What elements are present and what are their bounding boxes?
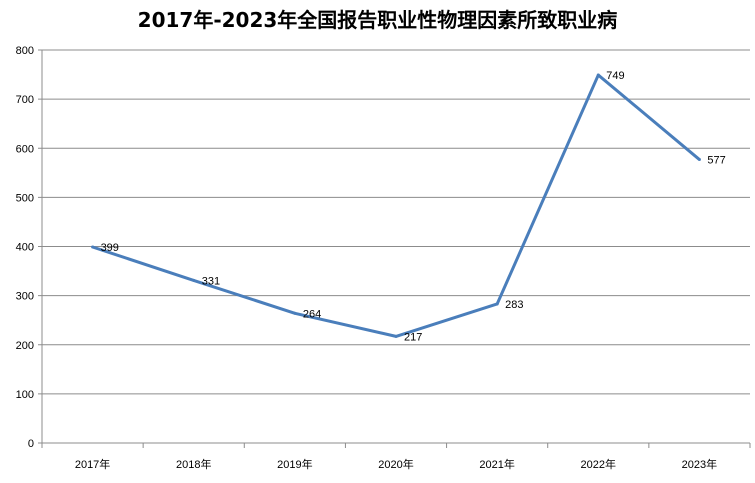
gridlines (42, 49, 750, 395)
data-label: 331 (202, 275, 220, 287)
y-tick-label: 100 (16, 389, 34, 401)
data-point (91, 245, 95, 249)
data-label: 217 (404, 331, 422, 343)
axes (38, 49, 751, 448)
data-label: 749 (606, 70, 624, 82)
y-tick-label: 400 (16, 242, 34, 254)
y-tick-labels: 0 100 200 300 400 500 600 700 800 (16, 45, 34, 450)
data-label: 577 (707, 155, 725, 167)
y-tick-label: 300 (16, 291, 34, 303)
x-tick-label: 2020年 (378, 457, 413, 471)
chart-title: 2017年-2023年全国报告职业性物理因素所致职业病 (137, 8, 618, 32)
data-label: 283 (505, 299, 523, 311)
x-tick-label: 2019年 (277, 457, 312, 471)
x-tick-label: 2023年 (682, 457, 717, 471)
y-tick-label: 600 (16, 143, 34, 155)
data-point (495, 302, 499, 306)
series-line (92, 73, 701, 338)
data-point (596, 73, 600, 77)
y-tick-label: 500 (16, 192, 34, 204)
data-point (394, 334, 398, 338)
series-group (91, 73, 701, 338)
x-tick-label: 2021年 (479, 457, 514, 471)
data-labels: 399 331 264 217 283 749 577 (101, 70, 726, 343)
x-tick-labels: 2017年 2018年 2019年 2020年 2021年 2022年 2023年 (75, 457, 717, 471)
x-tick-label: 2018年 (176, 457, 211, 471)
data-label: 399 (101, 242, 119, 254)
y-tick-label: 200 (16, 340, 34, 352)
y-tick-label: 0 (28, 438, 34, 450)
data-label: 264 (303, 308, 321, 320)
y-tick-label: 800 (16, 45, 34, 57)
x-tick-label: 2017年 (75, 457, 110, 471)
data-point (293, 311, 297, 315)
y-tick-label: 700 (16, 94, 34, 106)
data-point (697, 158, 701, 162)
x-tick-label: 2022年 (581, 457, 616, 471)
data-point (192, 278, 196, 282)
